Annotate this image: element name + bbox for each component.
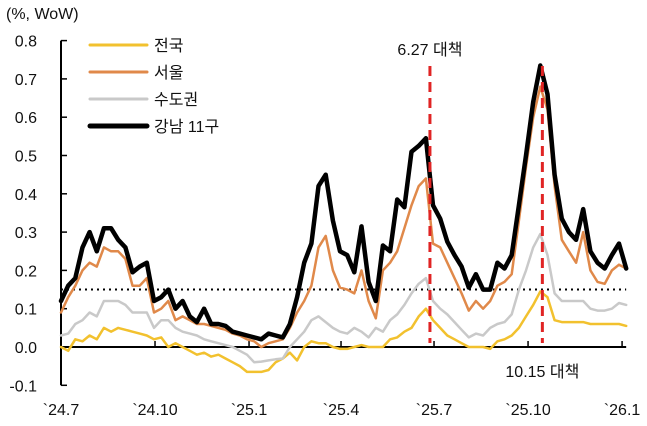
policy-marker-label: 6.27 대책: [397, 41, 462, 59]
y-axis: 0.8 0.7 0.6 0.5 0.4 0.3 0.2 0.1 0.0 -0.1: [9, 34, 67, 395]
x-tick-label: `25.7: [416, 402, 453, 419]
x-tick-label: `24.10: [132, 402, 177, 419]
x-tick-label: `26.1: [604, 402, 641, 419]
legend-label: 서울: [154, 64, 183, 82]
series-lines: [58, 63, 629, 374]
legend-label: 전국: [154, 37, 183, 55]
y-tick-label: 0.0: [15, 340, 37, 357]
y-tick-label: 0.7: [15, 72, 37, 89]
x-tick-label: `25.1: [231, 402, 268, 419]
y-tick-label: 0.6: [15, 110, 37, 127]
policy-marker-label: 10.15 대책: [505, 363, 579, 381]
y-tick-label: 0.3: [15, 225, 37, 242]
y-tick-label: 0.5: [15, 149, 37, 166]
legend-label: 수도권: [154, 91, 198, 109]
series-line-1: [59, 290, 628, 374]
legend-label: 강남 11구: [154, 118, 219, 136]
x-tick-label: `24.7: [43, 402, 80, 419]
series-line-3: [59, 232, 628, 364]
y-tick-label: -0.1: [9, 378, 37, 395]
y-tick-label: 0.2: [15, 263, 37, 280]
y-tick-label: 0.1: [15, 302, 37, 319]
y-tick-label: 0.4: [15, 187, 37, 204]
series-line-4: [58, 63, 629, 342]
unit-label: (%, WoW): [6, 6, 79, 23]
x-tick-label: `25.4: [323, 402, 360, 419]
x-axis: `24.7 `24.10 `25.1 `25.4 `25.7 `25.10 `26.1: [43, 341, 641, 419]
y-tick-label: 0.8: [15, 34, 37, 51]
x-tick-label: `25.10: [505, 402, 550, 419]
annotations: 6.27 대책 10.15 대책: [397, 41, 579, 381]
